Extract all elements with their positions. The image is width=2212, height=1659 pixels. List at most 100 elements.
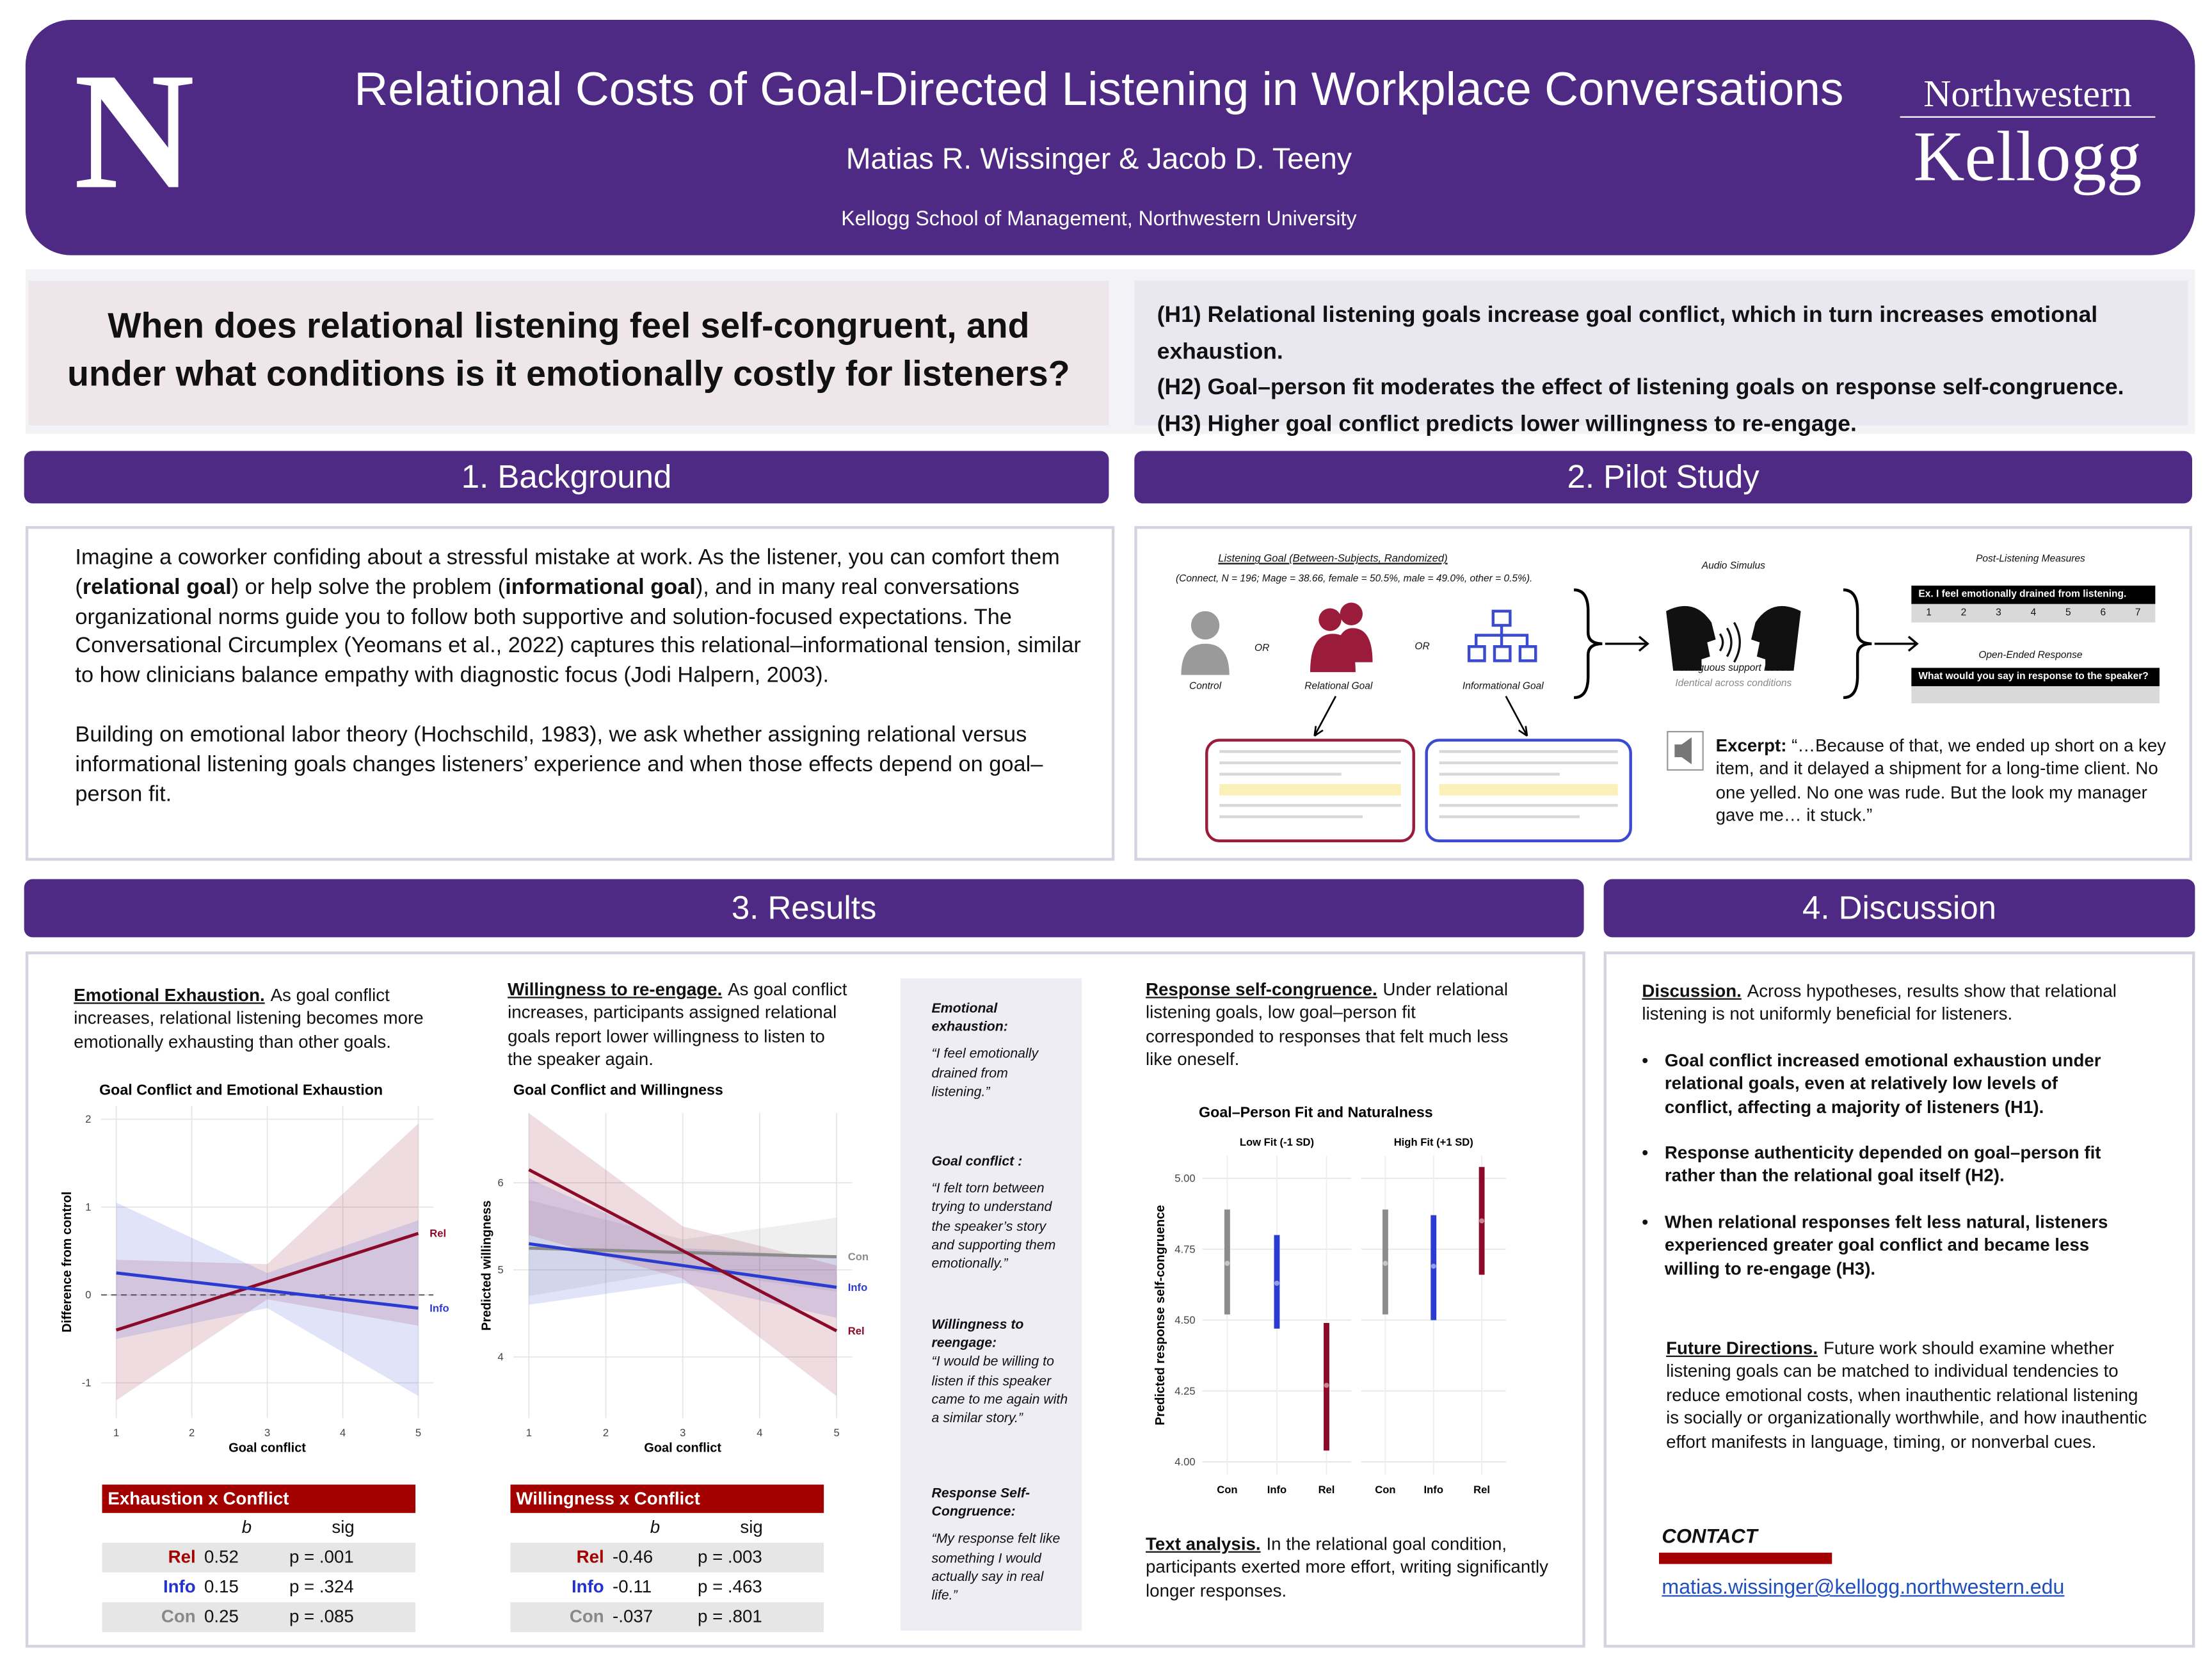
text: Discussion.	[1642, 981, 1742, 1002]
section-header: 4. Discussion	[1603, 879, 2195, 938]
bold-text: Goal conflict :	[931, 1154, 1023, 1170]
bullet: • Goal conflict increased emotional exhau…	[1642, 1049, 2124, 1119]
text: As goal conflict increases, relational l…	[74, 985, 424, 1052]
sample-info: (Connect, N = 196; Mage = 38.66, female …	[1176, 574, 1533, 584]
text	[1751, 605, 1801, 671]
y-tick-label: 4.25	[1174, 1385, 1195, 1397]
scale-row: 1 2 3 4 5 6 7	[1911, 604, 2156, 623]
scale-point: 3	[1996, 608, 2001, 618]
y-tick-label: 4.50	[1174, 1314, 1195, 1326]
table-cell: 0.15	[204, 1576, 239, 1597]
text: Future work should examine whether liste…	[1666, 1338, 2147, 1452]
confidence-band	[529, 1200, 837, 1296]
x-tick-label: 3	[680, 1427, 685, 1439]
bold-text: Response Self-Congruence:	[931, 1486, 1030, 1521]
text: “My response felt like something I would…	[931, 1532, 1061, 1604]
table-cell: Info	[571, 1576, 604, 1597]
x-tick-label: 5	[415, 1427, 421, 1439]
table-cell: -.037	[613, 1607, 653, 1627]
text: In the relational goal condition, partic…	[1146, 1534, 1549, 1601]
point-estimate	[1224, 1260, 1230, 1266]
chart-title: Goal Conflict and Emotional Exhaustion	[99, 1081, 383, 1098]
x-tick-label: 2	[603, 1427, 609, 1439]
line	[115, 1231, 419, 1332]
header-cell: sig	[740, 1517, 763, 1537]
text: “I felt torn between trying to understan…	[931, 1181, 1056, 1272]
text	[1666, 605, 1716, 671]
future-directions: Future Directions. Future work should exa…	[1666, 1337, 2148, 1454]
text	[1219, 749, 1401, 753]
header-cell: b	[241, 1517, 252, 1537]
audio-title: Audio Simulus	[1701, 561, 1765, 572]
informational-screenshot	[1425, 739, 1632, 842]
control-icon	[1181, 611, 1230, 675]
scale-point: 2	[1960, 608, 1967, 618]
congruence-text: Response self-congruence. Under relationa…	[1146, 979, 1517, 1071]
background-text: Imagine a coworker confiding about a str…	[75, 545, 1084, 810]
table-cell: -0.46	[613, 1546, 653, 1567]
affiliation: Kellogg School of Management, Northweste…	[841, 208, 1357, 232]
table-cell: p = .001	[289, 1546, 354, 1567]
text: Building on emotional labor theory (Hoch…	[75, 723, 1043, 806]
series-label: Info	[429, 1302, 449, 1314]
x-tick-label: Con	[1217, 1484, 1237, 1496]
table-cell: p = .003	[697, 1546, 762, 1567]
x-tick-label: Rel	[1473, 1484, 1490, 1496]
text: ) or help solve the problem (	[231, 575, 506, 600]
goal-title: Listening Goal (Between-Subjects, Random…	[1218, 551, 1448, 565]
contact-email[interactable]: matias.wissinger@kellogg.northwestern.ed…	[1662, 1576, 2065, 1599]
scale-point: 7	[2135, 608, 2141, 618]
x-tick-label: Info	[1424, 1484, 1443, 1496]
arrow	[1605, 636, 1649, 652]
x-tick-label: Rel	[1318, 1484, 1335, 1496]
y-tick-label: 5.00	[1174, 1173, 1195, 1185]
y-tick-label: 5	[498, 1264, 504, 1276]
table-row: Rel -0.46 p = .003	[510, 1543, 824, 1573]
discussion-text: Discussion. Across hypotheses, results sh…	[1642, 980, 2152, 1027]
text: Future Directions.	[1666, 1338, 1818, 1359]
condition-label: Control	[1189, 682, 1222, 693]
text	[1335, 628, 1373, 662]
text	[1719, 621, 1741, 663]
text	[1439, 804, 1618, 807]
scale-point: 5	[2065, 608, 2071, 618]
facet-label: High Fit (+1 SD)	[1394, 1136, 1473, 1148]
scale-point: 1	[1926, 608, 1932, 618]
table-title: Willingness x Conflict	[510, 1484, 824, 1513]
speaker-icon	[1674, 737, 1692, 765]
scale-point: 6	[2100, 608, 2106, 618]
y-tick-label: 4.00	[1174, 1456, 1195, 1468]
y-axis-label: Predicted willingness	[480, 1200, 494, 1331]
contact-bar	[1658, 1552, 1832, 1564]
table-cell: Rel	[168, 1546, 196, 1567]
y-tick-label: 0	[85, 1289, 91, 1301]
point-estimate	[1431, 1263, 1436, 1269]
text: •	[1642, 1050, 1649, 1071]
text	[1439, 749, 1618, 753]
x-axis-label: Goal conflict	[228, 1441, 306, 1455]
x-tick-label: Info	[1267, 1484, 1286, 1496]
text-analysis: Text analysis. In the relational goal con…	[1146, 1533, 1550, 1603]
measures-title: Post-Listening Measures	[1976, 554, 2085, 565]
x-tick-label: 4	[340, 1427, 346, 1439]
text: “I would be willing to listen if this sp…	[931, 1354, 1068, 1427]
bullet: • When relational responses felt less nat…	[1642, 1211, 2124, 1281]
brand-bottom: Kellogg	[1913, 116, 2142, 196]
section-header: 2. Pilot Study	[1134, 451, 2192, 504]
x-tick-label: 1	[113, 1427, 119, 1439]
text	[1439, 773, 1560, 776]
text: •	[1642, 1142, 1649, 1163]
table-row: Rel 0.52 p = .001	[102, 1543, 416, 1573]
text	[1318, 608, 1342, 631]
text: “I feel emotionally drained from listeni…	[931, 1046, 1039, 1100]
open-field	[1911, 686, 2160, 703]
hypothesis: (H3) Higher goal conflict predicts lower…	[1157, 412, 1857, 437]
table-body: b sig Rel -0.46 p = .003 Info -0.11 p = .463 Con…	[510, 1513, 824, 1632]
section-header: 1. Background	[24, 451, 1109, 504]
section-header: 3. Results	[24, 879, 1584, 938]
y-tick-label: 6	[498, 1176, 504, 1189]
table-header: b sig	[511, 1513, 824, 1543]
